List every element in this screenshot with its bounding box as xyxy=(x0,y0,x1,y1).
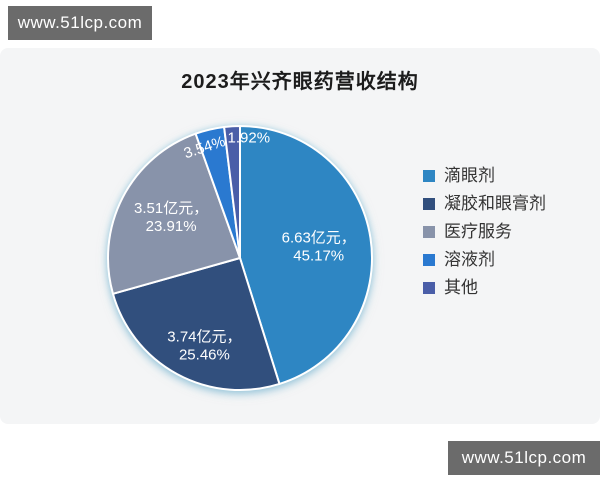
legend-label: 医疗服务 xyxy=(444,222,512,241)
legend-swatch-icon xyxy=(423,169,435,182)
pie-label-其他: 1.92% xyxy=(228,130,271,147)
legend-swatch-icon xyxy=(423,197,435,210)
pie-label-滴眼剂: 6.63亿元， 45.17% xyxy=(282,230,356,265)
legend-swatch-icon xyxy=(423,225,435,238)
watermark-top-left: www.51lcp.com xyxy=(8,6,152,40)
pie-slice-滴眼剂 xyxy=(239,125,374,385)
legend-label: 溶液剂 xyxy=(444,250,495,269)
chart-legend: 滴眼剂凝胶和眼膏剂 医疗服务溶液剂其他 xyxy=(423,166,546,297)
legend-swatch-icon xyxy=(423,253,435,266)
legend-label: 滴眼剂 xyxy=(444,166,495,185)
pie-label-医疗服务: 3.51亿元， 23.91% xyxy=(134,200,208,235)
pie-label-凝胶和眼膏剂: 3.74亿元， 25.46% xyxy=(167,329,241,364)
pie-slice-医疗服务 xyxy=(107,132,241,295)
legend-item-其他: 其他 xyxy=(423,278,546,297)
legend-item-溶液剂: 溶液剂 xyxy=(423,250,546,269)
watermark-bottom-right: www.51lcp.com xyxy=(448,441,600,475)
chart-title: 2023年兴齐眼药营收结构 xyxy=(181,71,419,93)
legend-swatch-icon xyxy=(423,281,435,294)
legend-item-滴眼剂: 滴眼剂 xyxy=(423,166,546,185)
pie-slice-其他 xyxy=(223,125,241,259)
pie-slice-凝胶和眼膏剂 xyxy=(111,257,281,391)
legend-item-医疗服务: 医疗服务 xyxy=(423,222,546,241)
legend-item-凝胶和眼膏剂: 凝胶和眼膏剂 xyxy=(423,194,546,213)
legend-label: 其他 xyxy=(444,278,478,297)
legend-label: 凝胶和眼膏剂 xyxy=(444,194,546,213)
